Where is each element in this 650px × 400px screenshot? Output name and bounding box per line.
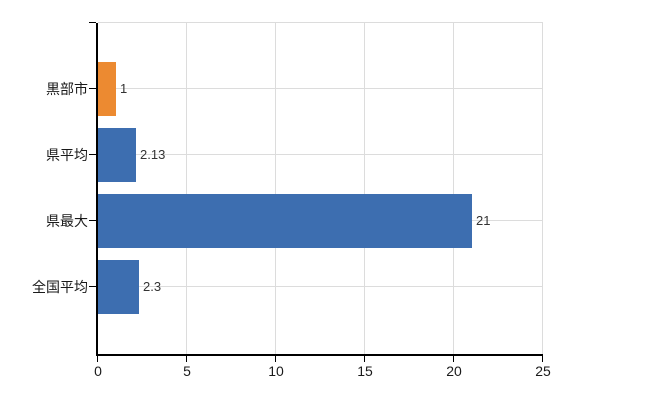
x-axis	[96, 354, 543, 356]
bar-全国平均	[98, 260, 139, 314]
category-label-全国平均: 全国平均	[32, 279, 88, 295]
plot-top-border	[98, 22, 543, 23]
gridline-x-10	[275, 23, 276, 354]
x-tick-20	[453, 356, 454, 362]
bar-value-label: 21	[476, 213, 491, 228]
bar-value-label: 2.3	[143, 279, 162, 294]
gridline-y-3	[98, 286, 543, 287]
bar-県平均	[98, 128, 136, 182]
x-tick-0	[97, 356, 98, 362]
y-tick-県平均	[89, 154, 96, 155]
gridline-y-0	[98, 88, 543, 89]
bar-県最大	[98, 194, 472, 248]
y-tick-黒部市	[89, 88, 96, 89]
category-label-黒部市: 黒部市	[46, 81, 88, 97]
bar-value-label: 1	[120, 81, 128, 96]
y-axis-end-tick	[89, 22, 96, 23]
x-tick-5	[186, 356, 187, 362]
bar-黒部市	[98, 62, 116, 116]
x-tick-label-25: 25	[535, 363, 551, 379]
x-tick-label-10: 10	[268, 363, 284, 379]
gridline-x-25	[542, 23, 543, 354]
x-tick-label-0: 0	[94, 363, 102, 379]
x-tick-label-5: 5	[183, 363, 191, 379]
x-tick-10	[275, 356, 276, 362]
y-tick-全国平均	[89, 286, 96, 287]
x-tick-25	[542, 356, 543, 362]
gridline-y-1	[98, 154, 543, 155]
category-label-県平均: 県平均	[46, 147, 88, 163]
bar-value-label: 2.13	[140, 147, 166, 162]
y-axis	[96, 23, 98, 356]
gridline-x-15	[364, 23, 365, 354]
x-tick-label-15: 15	[357, 363, 373, 379]
y-tick-県最大	[89, 220, 96, 221]
gridline-x-20	[453, 23, 454, 354]
category-label-県最大: 県最大	[46, 213, 88, 229]
x-tick-label-20: 20	[446, 363, 462, 379]
gridline-x-5	[186, 23, 187, 354]
x-tick-15	[364, 356, 365, 362]
